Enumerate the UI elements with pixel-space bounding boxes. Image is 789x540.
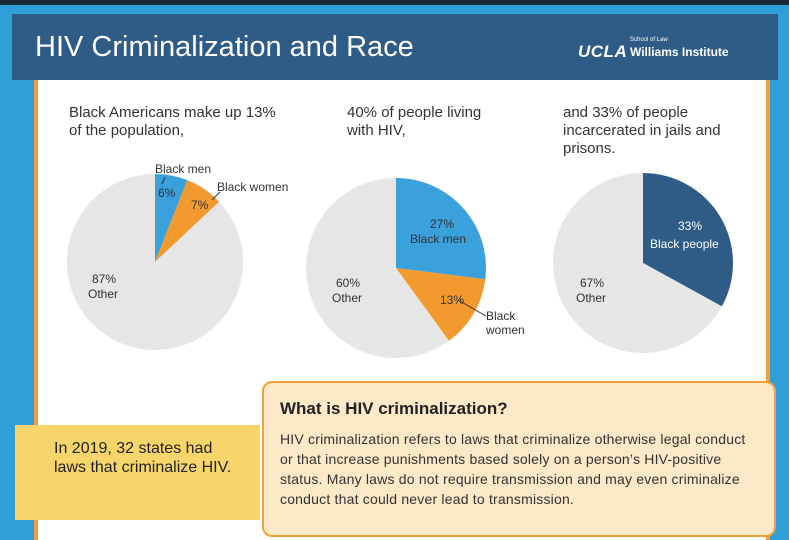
leader-line: [211, 191, 221, 201]
definition-text: HIV criminalization refers to laws that …: [280, 431, 746, 507]
definition-title: What is HIV criminalization?: [280, 399, 508, 418]
caption-hiv: 40% of people living with HIV,: [347, 104, 482, 139]
pie-slice-other: [67, 174, 244, 350]
pie-slice-black-people: [643, 173, 734, 307]
page-title: HIV Criminalization and Race: [35, 31, 414, 63]
slice-value-black-women: 13%: [440, 293, 464, 307]
slice-label-black-people: Black people: [650, 237, 719, 251]
definition-box: What is HIV criminalization? HIV crimina…: [262, 381, 776, 537]
slice-label-black-women: Black women: [217, 180, 288, 194]
pie-slice-black-women: [396, 268, 486, 341]
slice-label-black-women: Black women: [485, 309, 525, 337]
pie-slice-black-men: [396, 178, 486, 280]
slice-value-other: 60%: [336, 276, 360, 290]
ucla-williams-logo: UCLA School of Law Williams Institute: [578, 37, 729, 62]
slice-value-other: 87%: [92, 272, 116, 286]
pie-hiv: 27% Black men 13% Black women 60% Other: [305, 177, 525, 358]
pie-slice-black-women: [155, 180, 220, 262]
header-banner: HIV Criminalization and Race UCLA School…: [12, 14, 778, 80]
caption-incarcerated: and 33% of people incarcerated in jails …: [563, 104, 721, 157]
pie-incarcerated: 33% Black people 67% Other: [553, 173, 734, 353]
logo-institute-text: Williams Institute: [630, 45, 729, 59]
top-border: [0, 0, 789, 5]
pie-population: Black men Black women 6% 7% 87% Other: [67, 162, 288, 350]
pie-slice-black-men: [155, 174, 188, 262]
slice-label-other: Other: [88, 287, 118, 301]
slice-label-other: Other: [576, 291, 606, 305]
slice-label-black-men: Black men: [155, 162, 211, 176]
caption-population: Black Americans make up 13% of the popul…: [69, 104, 276, 139]
slice-value-other: 67%: [580, 276, 604, 290]
slice-value-black-men: 6%: [158, 186, 176, 200]
slice-value-black-men: 27%: [430, 217, 454, 231]
slice-value-black-women: 7%: [191, 198, 209, 212]
leader-line: [457, 299, 487, 317]
stat-text: In 2019, 32 states had laws that crimina…: [54, 440, 232, 476]
leader-line: [161, 176, 166, 185]
pie-slice-other: [305, 177, 449, 358]
logo-ucla-text: UCLA: [578, 42, 628, 61]
pie-slice-other: [553, 173, 722, 353]
stat-callout: In 2019, 32 states had laws that crimina…: [15, 425, 260, 520]
slice-label-black-men: Black men: [410, 232, 466, 246]
logo-school-text: School of Law: [630, 37, 668, 43]
slice-label-other: Other: [332, 291, 362, 305]
slice-value-black-people: 33%: [678, 219, 702, 233]
